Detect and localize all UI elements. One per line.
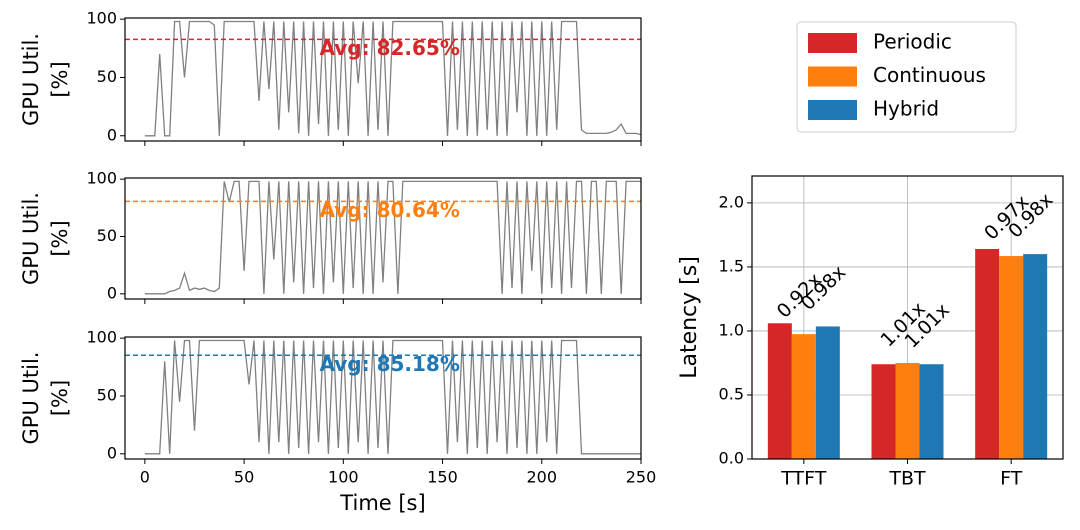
- bar: [791, 334, 816, 459]
- bar: [815, 326, 840, 459]
- plot-frame: [124, 336, 642, 460]
- y-tick-label: 100: [86, 9, 117, 28]
- y-tick-label: 1.5: [719, 256, 744, 275]
- legend-swatch: [808, 100, 857, 120]
- bar: [1023, 254, 1048, 459]
- legend-label: Continuous: [873, 63, 986, 87]
- y-tick-label: 0: [107, 443, 117, 462]
- legend-label: Hybrid: [873, 97, 939, 121]
- y-tick-label: 2.0: [719, 192, 744, 211]
- x-tick-label: 150: [427, 468, 458, 487]
- legend-swatch: [808, 33, 857, 53]
- plot-frame: [124, 17, 642, 142]
- bar: [975, 248, 1000, 459]
- y-tick-label: 50: [97, 67, 117, 86]
- y-axis-label: [%]: [48, 61, 72, 97]
- x-tick-label: 250: [626, 468, 657, 487]
- plot-frame: [124, 177, 642, 300]
- avg-label: Avg: 85.18%: [319, 352, 459, 376]
- y-tick-label: 1.0: [719, 320, 744, 339]
- y-tick-label: 0.5: [719, 384, 744, 403]
- legend-label: Periodic: [873, 30, 952, 54]
- y-axis-label: [%]: [48, 220, 72, 256]
- y-axis-label: GPU Util.: [19, 192, 43, 285]
- x-tick-label: TTFT: [780, 468, 826, 490]
- y-axis-label: Latency [s]: [677, 256, 702, 379]
- y-tick-label: 50: [97, 226, 117, 245]
- y-tick-label: 0: [107, 125, 117, 144]
- bar: [895, 362, 920, 459]
- x-tick-label: 0: [140, 468, 150, 487]
- bar: [871, 364, 896, 459]
- util-line: [144, 20, 642, 137]
- legend-swatch: [808, 66, 857, 87]
- y-tick-label: 100: [86, 328, 117, 347]
- avg-label: Avg: 82.65%: [319, 36, 459, 60]
- util-line: [144, 339, 641, 455]
- bar: [999, 256, 1024, 459]
- x-tick-label: TBT: [888, 468, 926, 490]
- x-tick-label: FT: [1000, 468, 1023, 490]
- avg-label: Avg: 80.64%: [319, 198, 459, 222]
- util-line: [144, 180, 641, 295]
- x-tick-label: 100: [328, 468, 359, 487]
- y-tick-label: 0.0: [719, 449, 744, 468]
- y-axis-label: GPU Util.: [19, 352, 43, 445]
- bar: [767, 323, 792, 459]
- bar: [919, 364, 944, 459]
- x-tick-label: 200: [526, 468, 557, 487]
- x-axis-label: Time [s]: [339, 491, 425, 515]
- y-tick-label: 50: [97, 385, 117, 404]
- y-tick-label: 100: [86, 169, 117, 188]
- y-axis-label: GPU Util.: [19, 33, 43, 126]
- y-axis-label: [%]: [48, 380, 72, 416]
- y-tick-label: 0: [107, 283, 117, 302]
- x-tick-label: 50: [234, 468, 254, 487]
